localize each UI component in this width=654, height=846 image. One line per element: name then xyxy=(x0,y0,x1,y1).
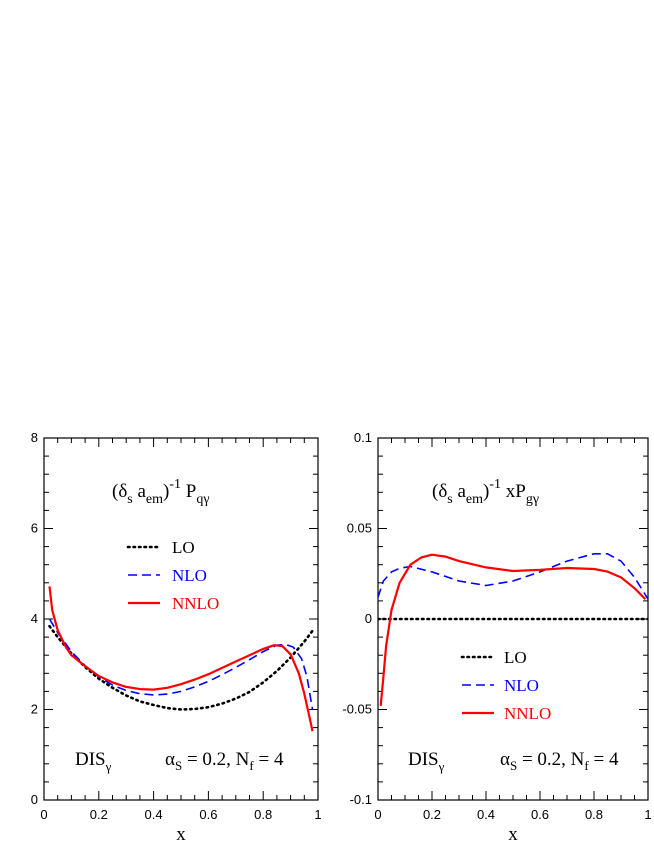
x-tick-label: 0.8 xyxy=(254,807,272,822)
x-axis-label: x xyxy=(508,824,518,845)
x-tick-label: 1 xyxy=(314,807,321,822)
y-tick-label: 0 xyxy=(31,792,38,807)
x-tick-label: 0.4 xyxy=(145,807,163,822)
panel-title: (δs aem)-1 xPgγ xyxy=(432,477,539,507)
x-tick-label: 1 xyxy=(644,807,651,822)
panel-title: (δs aem)-1 Pqγ xyxy=(112,477,210,507)
x-tick-label: 0.2 xyxy=(423,807,441,822)
series-line-nnlo xyxy=(48,586,314,732)
x-tick-label: 0 xyxy=(374,807,381,822)
annotation-params: αS = 0.2, Nf = 4 xyxy=(165,749,284,773)
left-panel-chart: 0 0.2 0.4 0.6 0.8 1 0 2 4 6 8 x (δs aem)-1 Pqγ LO NLO N… xyxy=(31,430,322,845)
legend-label-nlo: NLO xyxy=(504,676,539,695)
y-tick-label: 8 xyxy=(31,430,38,445)
x-axis-label: x xyxy=(176,824,186,845)
annotation-dis: DISγ xyxy=(408,749,445,774)
y-tick-label: -0.1 xyxy=(350,792,372,807)
x-tick-label: 0.2 xyxy=(90,807,108,822)
y-tick-label: 4 xyxy=(31,611,38,626)
legend-label-nlo: NLO xyxy=(172,566,207,585)
y-tick-label: 0.05 xyxy=(347,521,372,536)
legend-label-lo: LO xyxy=(504,648,527,667)
x-tick-label: 0 xyxy=(40,807,47,822)
x-tick-label: 0.4 xyxy=(477,807,495,822)
x-tick-label: 0.8 xyxy=(585,807,603,822)
y-tick-label: 0.1 xyxy=(354,430,372,445)
y-tick-label: -0.05 xyxy=(342,702,372,717)
annotation-dis: DISγ xyxy=(75,749,112,774)
series-line-nlo xyxy=(48,618,314,710)
annotation-params: αS = 0.2, Nf = 4 xyxy=(500,749,619,773)
x-tick-label: 0.6 xyxy=(199,807,217,822)
legend-label-lo: LO xyxy=(172,538,195,557)
y-tick-label: 0 xyxy=(365,611,372,626)
y-tick-label: 2 xyxy=(31,702,38,717)
series-line-lo xyxy=(48,624,314,711)
right-panel-chart: 0 0.2 0.4 0.6 0.8 1 -0.1 -0.05 0 0.05 0.1 x (δs aem)… xyxy=(342,430,651,845)
series-line-nnlo xyxy=(379,553,647,707)
series-line-nlo xyxy=(378,552,648,600)
legend-label-nnlo: NNLO xyxy=(504,704,551,723)
legend-label-nnlo: NNLO xyxy=(172,594,219,613)
y-tick-label: 6 xyxy=(31,521,38,536)
x-tick-label: 0.6 xyxy=(531,807,549,822)
